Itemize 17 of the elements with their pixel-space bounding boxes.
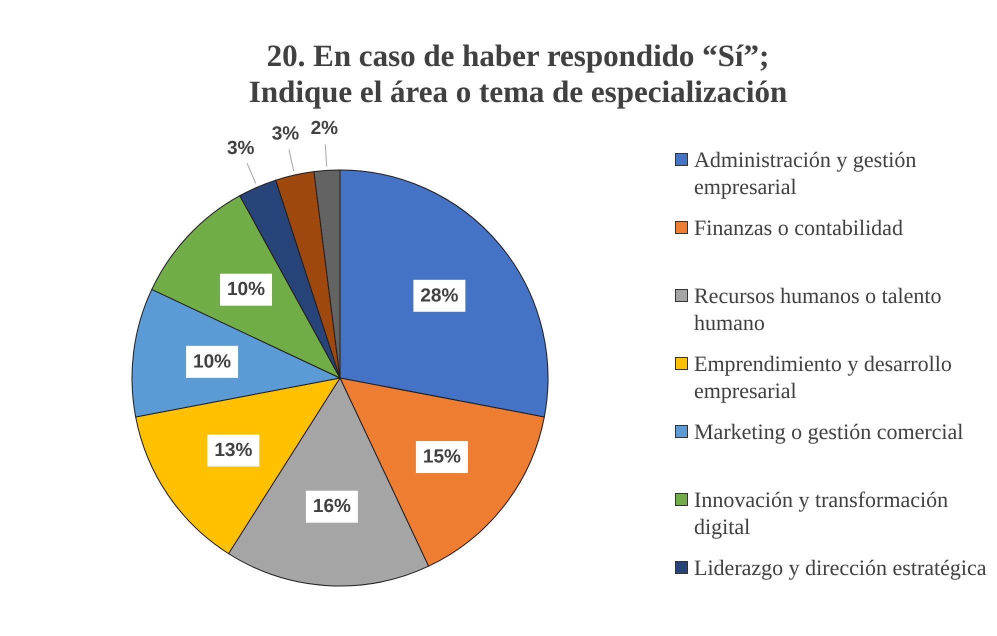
legend-label: Innovación y transformación digital: [694, 486, 950, 540]
data-label: 28%: [420, 285, 458, 306]
legend-label: Emprendimiento y desarrollo empresarial: [694, 350, 953, 404]
legend-label: Recursos humanos o talento humano: [694, 282, 942, 336]
data-label: 16%: [312, 496, 352, 518]
data-label: 3%: [226, 138, 255, 160]
data-label: 10%: [226, 279, 266, 300]
legend-label: Finanzas o contabilidad: [694, 214, 903, 241]
data-label: 15%: [422, 446, 462, 468]
legend-label: Marketing o gestión comercial: [694, 418, 964, 445]
legend-label: Administración y gestión empresarial: [694, 146, 918, 200]
data-label: 2%: [310, 118, 338, 139]
data-label: 13%: [214, 440, 252, 461]
data-label: 10%: [193, 351, 232, 372]
data-label: 3%: [272, 124, 300, 145]
legend-label: Liderazgo y dirección estratégica: [694, 554, 987, 581]
chart-title: 20. En caso de haber respondido “Sí”; Indique el área o tema de especialización: [248, 38, 788, 110]
